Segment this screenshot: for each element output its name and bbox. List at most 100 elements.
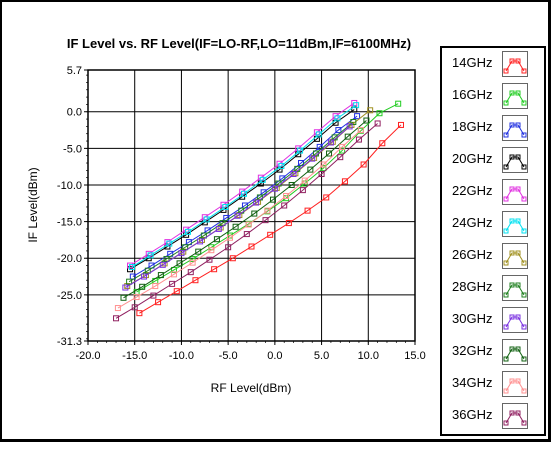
legend-item: 18GHz <box>442 112 544 144</box>
legend-swatch-icon <box>502 371 528 397</box>
data-point <box>248 243 255 250</box>
data-point <box>197 238 204 245</box>
data-point <box>133 294 140 301</box>
data-point <box>290 171 297 178</box>
data-point <box>217 224 224 231</box>
data-point <box>241 190 248 197</box>
data-point <box>354 113 361 120</box>
data-point <box>184 228 191 235</box>
chart-title: IF Level vs. RF Level(IF=LO-RF,LO=11dBm,… <box>67 36 411 51</box>
data-point <box>166 240 173 247</box>
legend-swatch-icon <box>502 275 528 301</box>
data-point <box>367 107 374 114</box>
data-point <box>271 185 278 192</box>
legend-label: 26GHz <box>452 247 493 262</box>
data-point <box>243 231 250 238</box>
data-point <box>141 273 148 280</box>
data-point <box>299 187 306 194</box>
y-tick-label: 5.7 <box>67 65 82 77</box>
data-point <box>353 102 360 109</box>
series-36GHz <box>113 120 381 322</box>
data-point <box>152 283 159 290</box>
y-axis: 5.7 0.0 -5.0 -10.0 -15.0 -20.0 -25.0 -31.3 <box>57 65 88 348</box>
data-point <box>215 225 222 232</box>
legend-label: 34GHz <box>452 375 493 390</box>
data-point <box>245 221 252 228</box>
data-point <box>374 120 381 127</box>
legend-label: 28GHz <box>452 279 493 294</box>
data-point <box>379 140 386 147</box>
data-point <box>337 154 344 161</box>
data-point <box>285 220 292 227</box>
y-tick-label: -15.0 <box>57 217 82 229</box>
data-point <box>200 232 207 239</box>
chart-frame <box>0 0 551 442</box>
data-point <box>307 166 314 173</box>
data-point <box>139 283 146 290</box>
chart-legend: 14GHz 16GHz 18GHz 20GHz 22GHz 24GHz 26GHz 28GHz… <box>440 46 546 436</box>
data-point <box>122 284 129 291</box>
data-point <box>395 100 402 107</box>
data-point <box>189 259 196 266</box>
x-axis-label: RF Level(dBm) <box>211 381 292 395</box>
data-point <box>222 203 229 210</box>
data-point <box>234 212 241 219</box>
data-point <box>144 267 151 274</box>
data-point <box>142 272 149 279</box>
y-tick-label: -20.0 <box>57 253 82 265</box>
legend-swatch-icon <box>502 51 528 77</box>
series-32GHz <box>120 117 370 301</box>
x-tick-label: -15.0 <box>122 350 147 362</box>
legend-item: 34GHz <box>442 368 544 400</box>
data-point <box>161 260 168 267</box>
data-point <box>262 217 269 224</box>
data-point <box>236 212 243 219</box>
legend-label: 30GHz <box>452 311 493 326</box>
legend-swatch-icon <box>502 243 528 269</box>
x-axis: -20.0 -15.0 -10.0 -5.0 0.0 5.0 10.0 15.0 <box>75 341 426 362</box>
data-point <box>344 133 351 140</box>
y-tick-label: -31.3 <box>57 336 82 348</box>
legend-label: 14GHz <box>452 55 493 70</box>
data-point <box>206 256 213 263</box>
legend-item: 24GHz <box>442 208 544 240</box>
data-point <box>269 196 276 203</box>
data-point <box>341 178 348 185</box>
data-point <box>127 262 134 269</box>
data-point <box>253 199 260 206</box>
data-point <box>198 236 205 243</box>
data-point <box>327 139 334 146</box>
data-point <box>301 177 308 184</box>
legend-item: 28GHz <box>442 272 544 304</box>
data-point <box>363 117 370 124</box>
x-tick-label: -5.0 <box>219 350 238 362</box>
y-tick-label: -10.0 <box>57 180 82 192</box>
series-layer <box>113 99 404 322</box>
data-point <box>278 162 285 169</box>
data-point <box>350 119 357 126</box>
data-point <box>360 161 367 168</box>
legend-item: 32GHz <box>442 336 544 368</box>
data-point <box>208 247 215 254</box>
series-14GHz <box>136 121 404 317</box>
x-tick-label: 0.0 <box>267 350 282 362</box>
x-tick-label: -20.0 <box>75 350 100 362</box>
legend-item: 22GHz <box>442 176 544 208</box>
data-point <box>320 165 327 172</box>
series-line <box>123 120 367 299</box>
data-point <box>219 220 226 227</box>
data-point <box>131 304 138 311</box>
data-point <box>120 294 127 301</box>
data-point <box>264 207 271 214</box>
data-point <box>357 127 364 134</box>
data-point <box>211 266 218 273</box>
legend-item: 16GHz <box>442 80 544 112</box>
data-point <box>225 244 232 251</box>
data-point <box>281 202 288 209</box>
data-point <box>192 277 199 284</box>
data-point <box>309 155 316 162</box>
data-point <box>163 255 170 262</box>
legend-swatch-icon <box>502 403 528 429</box>
x-tick-label: 5.0 <box>314 350 329 362</box>
data-point <box>170 271 177 278</box>
